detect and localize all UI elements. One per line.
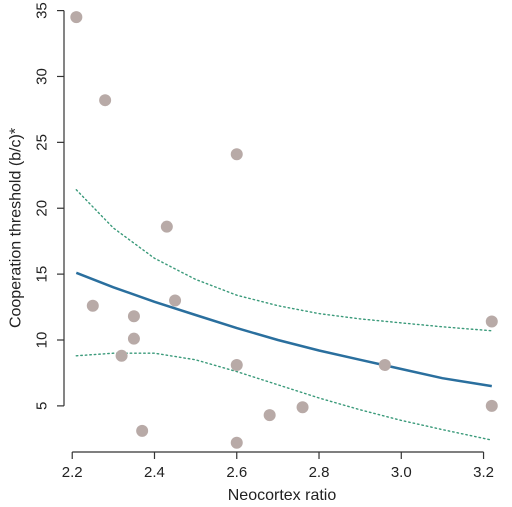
data-point [230,359,243,372]
x-tick-label: 3.0 [391,464,412,481]
data-point [296,401,309,414]
y-tick-label: 5 [34,402,51,410]
data-point [230,148,243,161]
data-point [115,349,128,362]
data-point [485,399,498,412]
data-points [70,11,498,449]
y-tick-label: 25 [34,134,51,151]
data-point [485,315,498,328]
fit-line-layer [75,271,492,388]
data-point [127,310,140,323]
y-axis-title: Cooperation threshold (b/c)* [8,128,25,328]
data-point [230,436,243,449]
x-tick-label: 2.2 [62,464,83,481]
x-axis-title: Neocortex ratio [228,487,337,504]
y-tick-label: 10 [34,332,51,349]
x-tick-label: 3.2 [473,464,494,481]
y-tick-label: 35 [34,2,51,19]
confidence-band [75,189,493,441]
y-tick-label: 30 [34,68,51,85]
y-tick-label: 15 [34,266,51,283]
data-point [263,409,276,422]
ci-lower-line [75,352,493,441]
data-point [169,294,182,307]
axes [63,10,484,453]
x-ticks: 2.2 2.4 2.6 2.8 3.0 3.2 [62,452,494,481]
x-tick-label: 2.8 [309,464,330,481]
x-tick-label: 2.6 [226,464,247,481]
y-tick-label: 20 [34,200,51,217]
data-point [127,332,140,345]
data-point [136,424,149,437]
fit-line [75,271,492,388]
data-point [160,220,173,233]
data-point [378,359,391,372]
data-point [86,299,99,312]
data-point [70,11,83,24]
data-point [99,94,112,107]
y-ticks: 5 10 15 20 25 30 35 [34,2,64,410]
x-tick-label: 2.4 [144,464,165,481]
ci-upper-line [75,189,493,332]
